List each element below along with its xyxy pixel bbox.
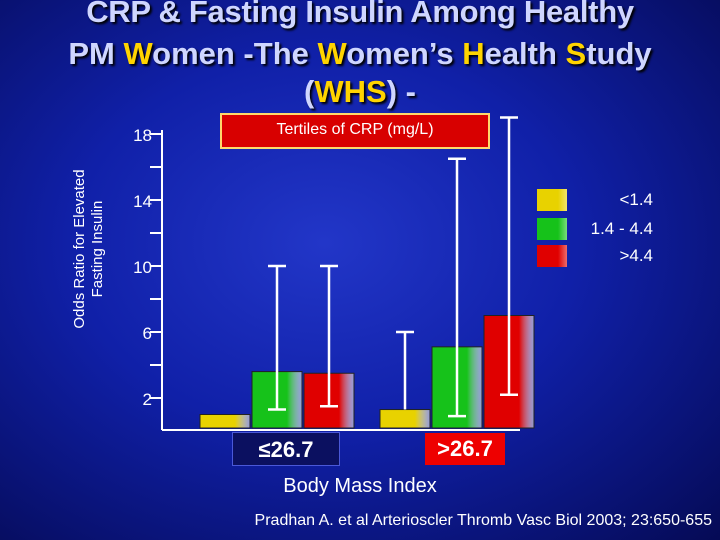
title-highlight: W bbox=[317, 36, 347, 71]
title-text: ( bbox=[304, 74, 315, 109]
title-text: omen -The bbox=[152, 36, 318, 71]
bar bbox=[379, 409, 431, 429]
y-tick-label: 6 bbox=[143, 324, 152, 343]
y-tick-label: 14 bbox=[133, 192, 152, 211]
title-line-1: CRP & Fasting Insulin Among Healthy bbox=[86, 0, 634, 29]
x-category-label: >26.7 bbox=[425, 433, 505, 465]
legend-label: 1.4 - 4.4 bbox=[590, 219, 653, 238]
legend-title-box: Tertiles of CRP (mg/L) bbox=[220, 113, 490, 149]
legend-swatch bbox=[537, 218, 567, 240]
title-text: ) - bbox=[386, 74, 416, 109]
legend-item: 1.4 - 4.4 bbox=[537, 218, 657, 240]
title-text: PM bbox=[68, 36, 124, 71]
title-text: omen’s bbox=[346, 36, 463, 71]
title-line-2: PM Women -The Women’s Health Study bbox=[0, 36, 720, 72]
legend-item: <1.4 bbox=[537, 189, 657, 211]
legend-swatch bbox=[537, 245, 567, 267]
title-highlight: W bbox=[123, 36, 153, 71]
title-text: ealth bbox=[484, 36, 566, 71]
y-tick-label: 18 bbox=[133, 126, 152, 145]
title-highlight: S bbox=[565, 36, 587, 71]
legend-item: >4.4 bbox=[537, 245, 657, 267]
x-category-label: ≤26.7 bbox=[232, 432, 340, 466]
citation: Pradhan A. et al Arterioscler Thromb Vas… bbox=[254, 512, 712, 529]
title-highlight: WHS bbox=[314, 74, 387, 109]
x-axis-title: Body Mass Index bbox=[283, 475, 437, 497]
y-tick-label: 10 bbox=[133, 258, 152, 277]
legend-label: >4.4 bbox=[619, 246, 653, 265]
title-highlight: H bbox=[462, 36, 485, 71]
y-tick-label: 2 bbox=[143, 390, 152, 409]
legend-swatch bbox=[537, 189, 567, 211]
title-text: tudy bbox=[586, 36, 652, 71]
title-line-3: (WHS) - bbox=[0, 74, 720, 110]
legend-label: <1.4 bbox=[619, 190, 653, 209]
bar bbox=[199, 414, 251, 429]
